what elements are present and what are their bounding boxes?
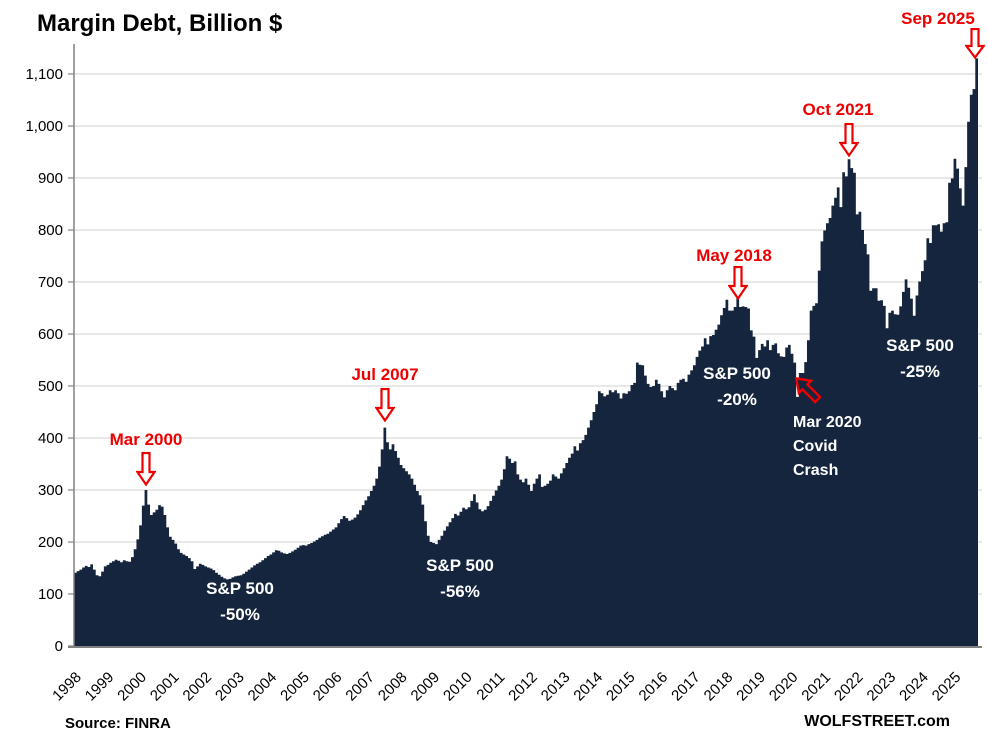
x-axis-label: 2003 [212,669,248,705]
drawdown-line1: S&P 500 [426,556,494,575]
x-axis-label: 2016 [636,669,672,705]
x-axis-label: 2021 [798,669,834,705]
x-axis-label: 2019 [733,669,769,705]
chart-title: Margin Debt, Billion $ [37,10,283,37]
x-axis-label: 2002 [180,669,216,705]
x-axis-label: 2018 [701,669,737,705]
source-label: Source: FINRA [65,715,171,732]
peak-label-may-2018: May 2018 [696,246,772,265]
drawdown-label-20: S&P 500 -20% [682,361,792,413]
drawdown-line2: -50% [220,605,260,624]
x-axis-label: 2020 [766,669,802,705]
x-axis-label: 2009 [408,669,444,705]
y-axis-label: 900 [38,170,63,187]
y-axis-label: 600 [38,326,63,343]
down-arrow-icon [839,123,859,157]
x-axis-label: 2007 [342,669,378,705]
x-axis-label: 2025 [929,669,965,705]
x-axis-label: 2011 [473,669,508,704]
peak-label-oct-2021: Oct 2021 [802,100,874,119]
y-axis-label: 400 [38,430,63,447]
y-axis-label: 0 [55,638,63,655]
drawdown-line1: S&P 500 [886,336,954,355]
x-axis-label: 2017 [668,669,704,705]
y-axis-label: 100 [38,586,63,603]
brand-label: WOLFSTREET.com [804,713,950,730]
up-left-arrow-icon [794,376,822,404]
peak-label-jul-2007: Jul 2007 [351,365,419,384]
x-axis-label: 1998 [49,669,85,705]
down-arrow-icon [965,28,985,59]
drawdown-line1: S&P 500 [206,579,274,598]
x-axis-label: 2012 [505,669,541,705]
y-axis-label: 1,100 [25,66,63,83]
peak-label-mar-2000: Mar 2000 [109,430,183,449]
y-axis-label: 200 [38,534,63,551]
down-arrow-icon [728,266,748,300]
x-axis-label: 2015 [603,669,639,705]
x-axis-label: 2000 [114,669,150,705]
y-axis-label: 300 [38,482,63,499]
covid-crash-label: Mar 2020 Covid Crash [793,411,862,483]
x-axis-label: 2024 [896,669,932,705]
y-axis-label: 1,000 [25,118,63,135]
x-axis-label: 2001 [147,669,183,705]
down-arrow-icon [375,388,395,422]
x-axis-label: 2023 [864,669,900,705]
margin-debt-series [74,58,978,646]
drawdown-label-25: S&P 500 -25% [865,333,975,385]
x-axis-label: 1999 [82,669,118,705]
x-axis-label: 2022 [831,669,867,705]
x-axis-label: 2004 [245,669,281,705]
y-axis-label: 800 [38,222,63,239]
x-axis-label: 2013 [538,669,574,705]
peak-label-sep-2025: Sep 2025 [901,9,975,28]
x-axis-label: 2008 [375,669,411,705]
x-axis-label: 2014 [570,669,606,705]
drawdown-line2: -25% [900,362,940,381]
drawdown-label-56: S&P 500 -56% [405,553,515,605]
drawdown-line2: -56% [440,582,480,601]
y-axis-label: 700 [38,274,63,291]
covid-line3: Crash [793,462,839,479]
covid-line1: Mar 2020 [793,414,862,431]
down-arrow-icon [136,452,156,486]
x-axis-label: 2010 [440,669,476,705]
x-axis-label: 2006 [310,669,346,705]
x-axis-label: 2005 [277,669,313,705]
covid-line2: Covid [793,438,838,455]
drawdown-line2: -20% [717,390,757,409]
drawdown-line1: S&P 500 [703,364,771,383]
drawdown-label-50: S&P 500 -50% [185,576,295,628]
y-axis-label: 500 [38,378,63,395]
